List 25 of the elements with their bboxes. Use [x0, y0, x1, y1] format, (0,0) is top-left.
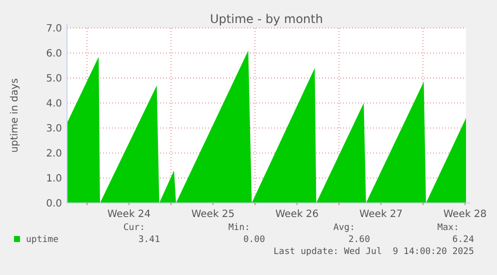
text: 2.60: [348, 235, 370, 245]
text: 0.00: [243, 235, 265, 245]
y-axis-title: uptime in days: [10, 78, 20, 153]
y-tick-label: 0.0: [46, 198, 62, 210]
y-tick-label: 3.0: [46, 124, 62, 134]
y-tick-label: 7.0: [46, 24, 62, 34]
y-tick-label: 5.0: [46, 74, 62, 84]
text: Avg:: [333, 223, 355, 233]
x-tick-label: Week 26: [275, 209, 319, 220]
y-tick-label: 4.0: [46, 98, 62, 110]
x-tick-label: Week 24: [107, 209, 151, 220]
x-tick-label: Week 28: [443, 209, 487, 220]
legend-label: uptime: [26, 235, 59, 246]
text: Max:: [437, 223, 459, 233]
y-tick-label: 2.0: [46, 148, 62, 160]
text: Min:: [228, 223, 250, 233]
x-tick-label: Week 25: [191, 209, 235, 220]
text: 6.24: [452, 235, 474, 245]
text: Cur:: [123, 223, 145, 233]
text: 3.41: [138, 235, 160, 245]
y-tick-label: 1.0: [46, 174, 62, 184]
y-tick-label: 6.0: [46, 48, 62, 60]
x-tick-label: Week 27: [359, 209, 403, 220]
text: Last update: Wed Jul 9 14:00:20 2025: [274, 247, 474, 257]
chart-title: Uptime - by month: [210, 12, 323, 26]
